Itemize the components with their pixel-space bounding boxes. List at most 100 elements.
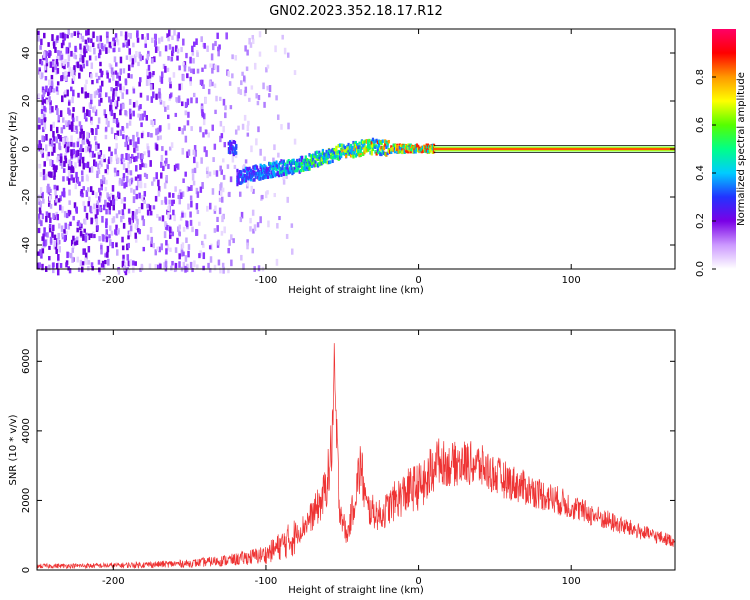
spectrogram-signal-cell — [244, 166, 248, 171]
spectrogram-signal-cell — [259, 163, 262, 168]
spectrogram-noise-cell — [204, 129, 208, 135]
spectrogram-signal-cell — [363, 143, 366, 147]
spectrogram-signal-cell — [379, 140, 382, 144]
spectrogram-noise-cell — [143, 199, 146, 204]
spectrogram-signal-cell — [271, 169, 274, 174]
spectrogram-signal-cell — [331, 155, 334, 160]
spectrogram-noise-cell — [48, 86, 52, 93]
spectrogram-noise-cell — [154, 46, 158, 53]
spectrogram-signal-cell — [364, 146, 367, 151]
spectrogram-noise-cell — [74, 237, 77, 245]
spectrogram-noise-cell — [60, 75, 63, 82]
spectrogram-noise-cell — [131, 154, 134, 159]
spectrogram-noise-cell — [74, 183, 78, 190]
spectrogram-signal-cell — [326, 160, 329, 165]
spectrogram-noise-cell — [157, 186, 161, 192]
spectrogram-noise-cell — [55, 248, 58, 254]
spectrogram-noise-cell — [37, 251, 40, 256]
spectrogram-noise-cell — [49, 159, 52, 167]
spectrogram-noise-cell — [150, 119, 153, 125]
spectrogram-noise-cell — [77, 267, 81, 272]
spectrogram-signal-cell — [428, 145, 431, 149]
spectrogram-noise-cell — [178, 83, 181, 91]
spectrogram-noise-cell — [87, 260, 91, 265]
spectrogram-noise-cell — [119, 68, 122, 75]
spectrogram-noise-cell — [183, 212, 187, 218]
spectrogram-noise-cell — [64, 155, 67, 160]
spectrogram-noise-cell — [63, 160, 66, 167]
spectrogram-noise-cell — [94, 161, 98, 167]
spectrogram-signal-cell — [310, 164, 314, 168]
spectrogram-noise-cell — [186, 263, 189, 271]
spectrogram-noise-cell — [109, 239, 112, 247]
spectrogram-signal-cell — [257, 176, 260, 180]
spectrogram-signal-cell — [340, 147, 343, 152]
spectrogram-noise-cell — [59, 153, 63, 159]
spectrogram-noise-cell — [76, 227, 79, 233]
spectrogram-signal-cell — [274, 166, 277, 170]
spectrogram-noise-cell — [127, 208, 131, 214]
spectrogram-signal-cell — [431, 145, 434, 150]
spectrogram-signal-cell — [363, 150, 366, 155]
spectrogram-noise-cell — [146, 68, 149, 76]
spectrogram-signal-cell — [287, 170, 290, 175]
spectrogram-noise-cell — [67, 223, 71, 230]
spectrogram-noise-cell — [156, 127, 160, 135]
spectrogram-noise-cell — [49, 217, 52, 224]
spectrogram-noise-cell — [97, 196, 101, 203]
spectrogram-noise-cell — [99, 61, 102, 67]
spectrogram-noise-cell — [93, 105, 97, 112]
spectrogram-noise-cell — [70, 121, 74, 128]
spectrogram-noise-cell — [189, 219, 193, 226]
spectrogram-signal-cell — [291, 170, 294, 174]
spectrogram-signal-cell — [286, 163, 289, 168]
spectrogram-noise-cell — [115, 224, 118, 231]
spectrogram-noise-cell — [81, 261, 85, 266]
spectrogram-noise-cell — [286, 52, 290, 58]
spectrogram-signal-cell — [263, 166, 266, 170]
spectrogram-noise-cell — [55, 126, 59, 134]
spectrogram-noise-cell — [199, 186, 203, 193]
spectrogram-signal-cell — [375, 144, 378, 148]
spectrogram-noise-cell — [239, 216, 243, 223]
spectrogram-noise-cell — [228, 191, 231, 198]
spectrogram-noise-cell — [132, 110, 135, 117]
spectrogram-noise-cell — [220, 196, 224, 203]
spectrogram-noise-cell — [70, 174, 73, 181]
spectrogram-noise-cell — [135, 209, 138, 215]
spectrogram-noise-cell — [44, 54, 48, 61]
spectrogram-noise-cell — [192, 180, 196, 186]
spectrogram-noise-cell — [143, 172, 147, 178]
spectrogram-signal-cell — [380, 145, 383, 150]
spectrogram-noise-cell — [56, 35, 59, 41]
spectrogram-noise-cell — [113, 170, 117, 177]
spectrogram-noise-cell — [154, 195, 158, 202]
spectrogram-noise-cell — [148, 71, 152, 79]
spectrogram-noise-cell — [125, 55, 129, 60]
spectrogram-noise-cell — [207, 262, 210, 269]
spectrogram-signal-cell — [236, 168, 239, 173]
spectrogram-noise-cell — [158, 246, 161, 253]
spectrogram-noise-cell — [47, 183, 50, 191]
spectrogram-noise-cell — [266, 85, 269, 91]
spectrogram-noise-cell — [82, 130, 85, 138]
spectrogram-signal-cell — [407, 143, 410, 147]
spectrogram-noise-cell — [79, 131, 82, 139]
spectrogram-noise-cell — [48, 226, 52, 233]
spectrogram-signal-cell — [275, 160, 278, 164]
snr-frame — [36, 329, 676, 571]
spectrogram-signal-cell — [261, 173, 265, 178]
spectrogram-signal-cell — [310, 154, 314, 159]
spectrogram-noise-cell — [108, 207, 111, 215]
spectrogram-noise-cell — [78, 181, 81, 187]
spectrogram-noise-cell — [190, 68, 193, 74]
spectrogram-noise-cell — [57, 232, 60, 240]
spectrogram-noise-cell — [160, 200, 164, 205]
spectrogram-noise-cell — [212, 63, 216, 70]
spectrogram-noise-cell — [52, 224, 55, 232]
spectrogram-noise-cell — [143, 110, 147, 118]
spectrogram-noise-cell — [135, 193, 138, 200]
spectrogram-signal-cell — [403, 149, 406, 154]
colorbar-tick-label: 0.6 — [695, 117, 706, 133]
spectrogram-noise-cell — [146, 203, 149, 209]
